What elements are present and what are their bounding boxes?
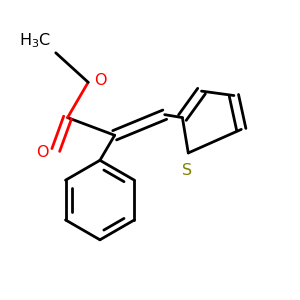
Text: S: S bbox=[182, 163, 192, 178]
Text: O: O bbox=[36, 146, 48, 160]
Text: H$_3$C: H$_3$C bbox=[19, 31, 51, 50]
Text: O: O bbox=[94, 73, 106, 88]
